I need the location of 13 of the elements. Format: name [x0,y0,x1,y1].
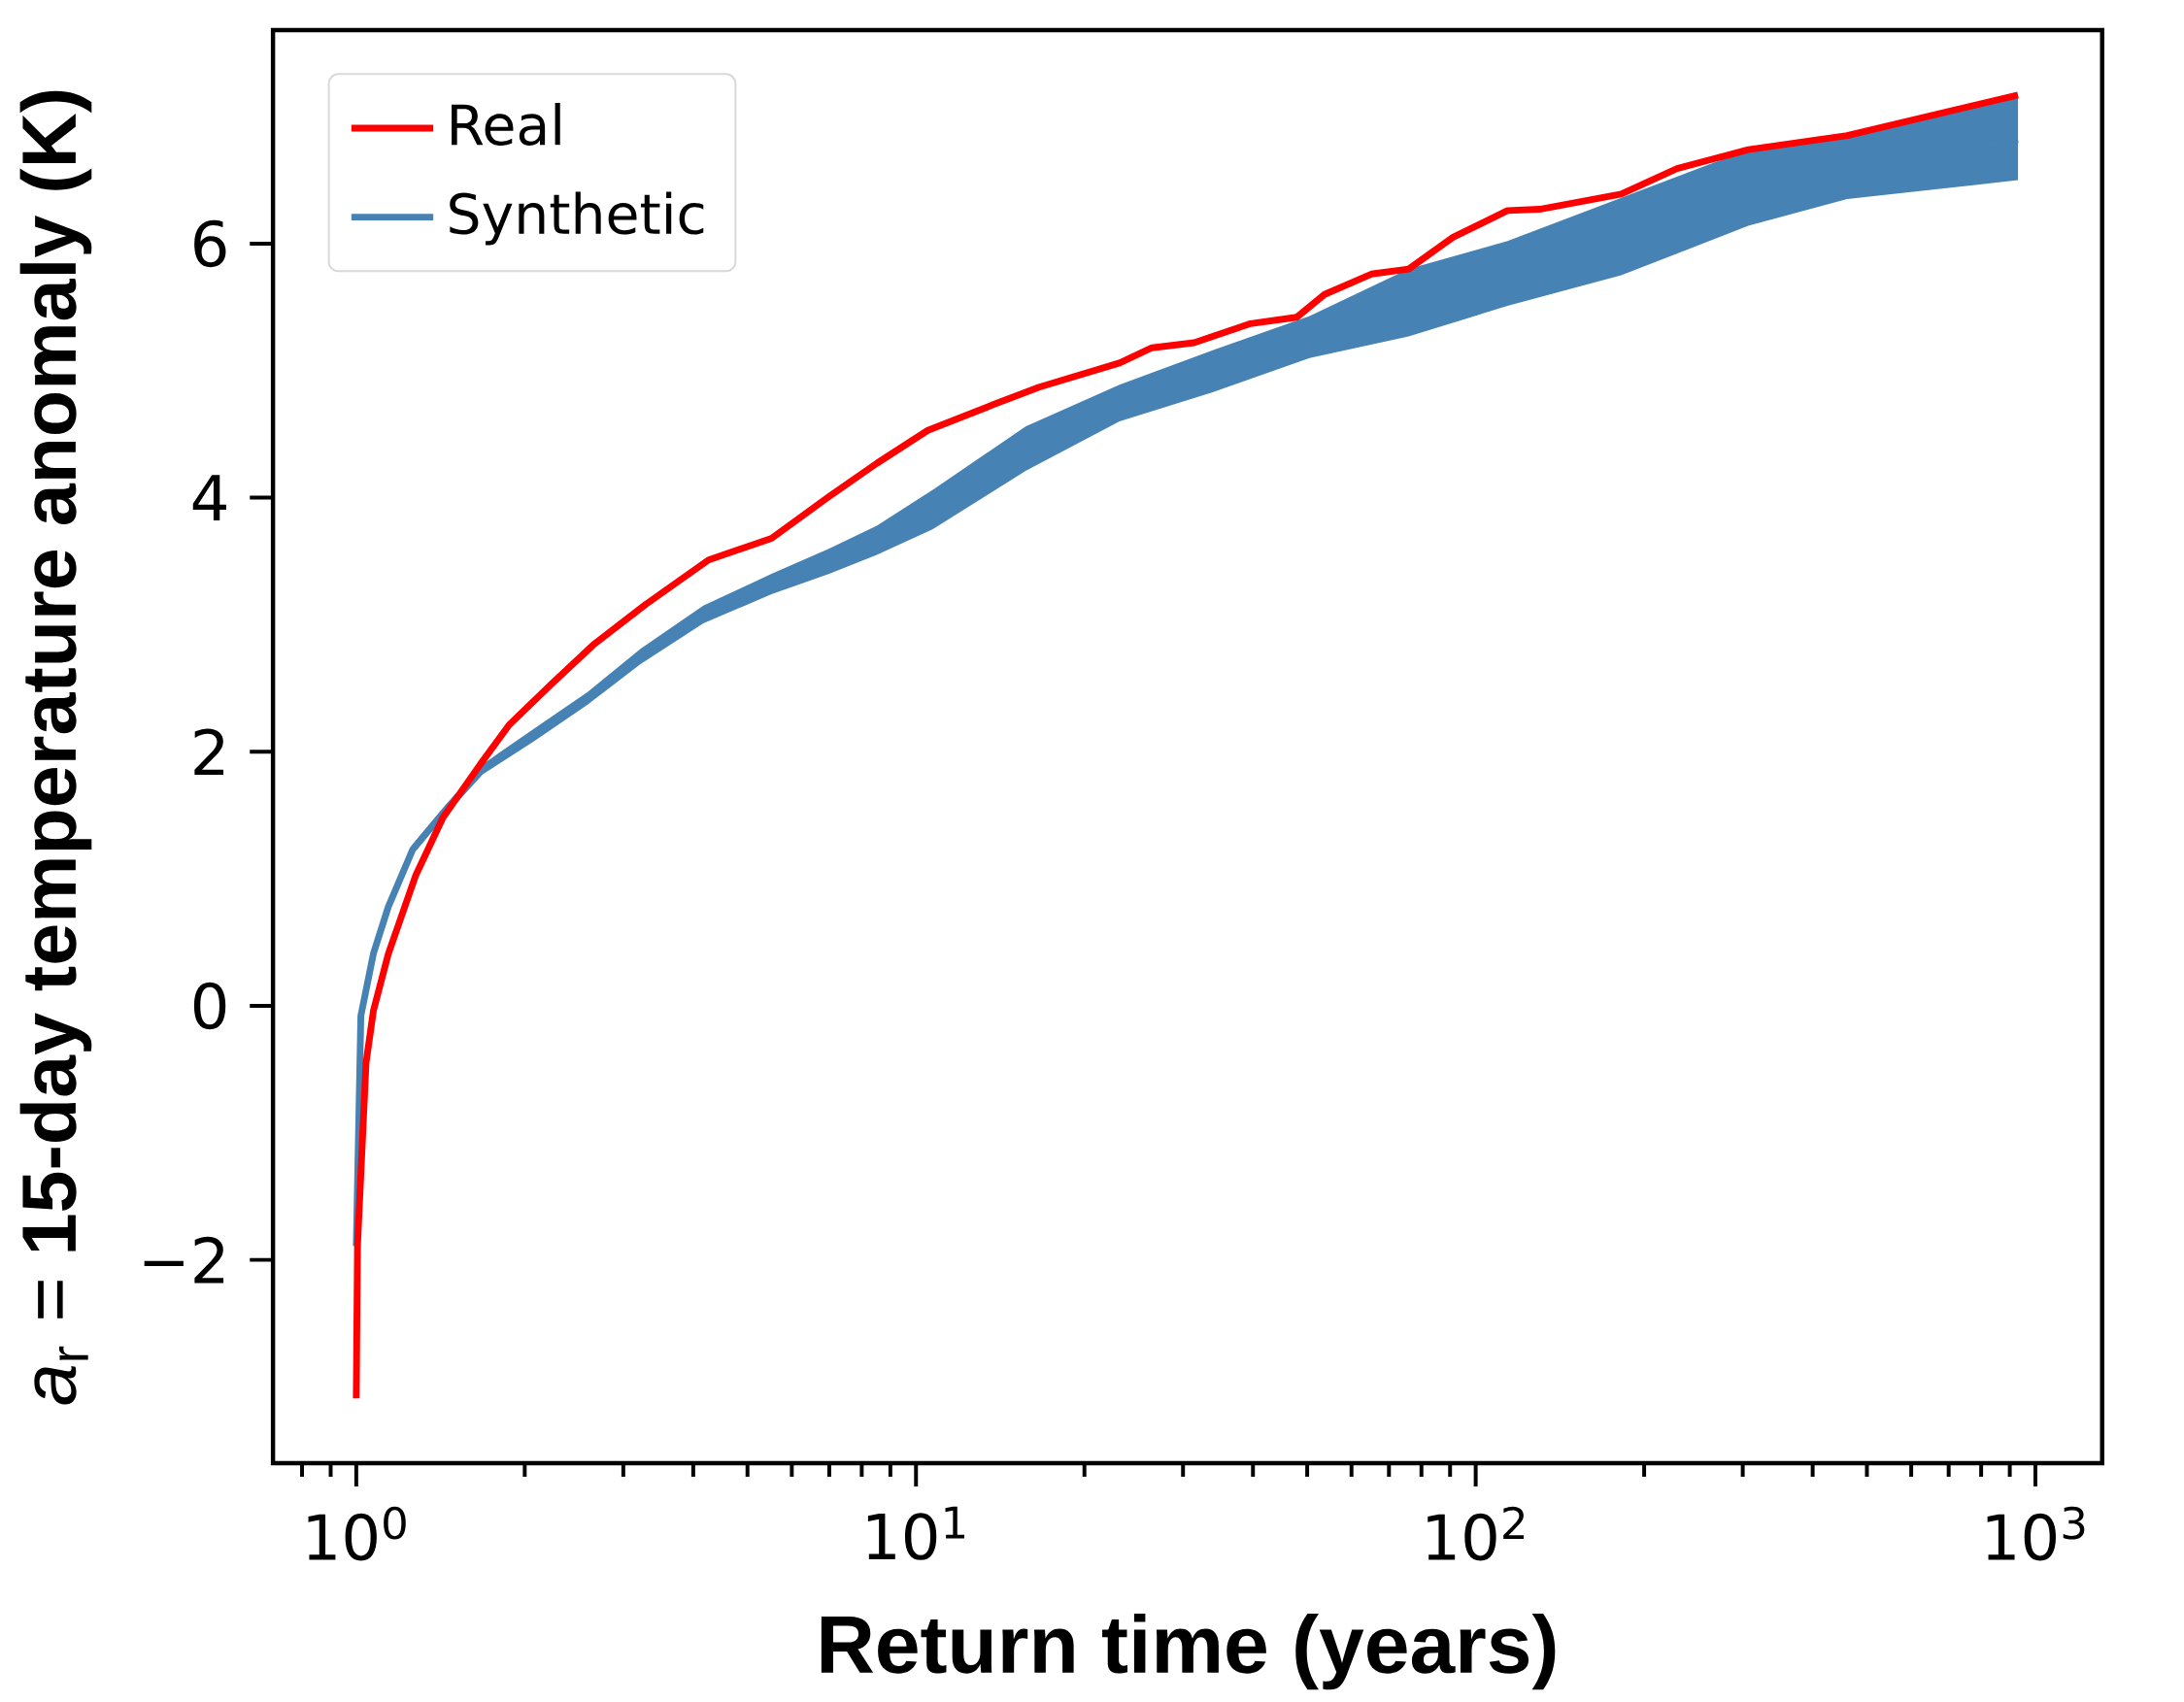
y-tick-label: 0 [193,982,226,1030]
y-tick-label: 6 [194,219,226,268]
y-tick-label: 2 [194,728,224,776]
x-tick-label: 10$^{1}$ [867,1506,964,1560]
x-tick-label: 10$^{3}$ [1987,1506,2085,1561]
legend-label: Synthetic [450,191,704,246]
legend-label: Real [452,103,560,146]
y-tick-label: −2 [144,1236,224,1284]
x-tick-label: 10$^{2}$ [1428,1506,1525,1561]
y-axis-title: a$_{r}$ = 15-day temperature anomaly (K) [19,90,92,1405]
x-axis-title: Return time (years) [821,1614,1556,1690]
y-tick-label: 4 [192,475,226,521]
x-tick-label: 10$^{0}$ [308,1506,406,1561]
